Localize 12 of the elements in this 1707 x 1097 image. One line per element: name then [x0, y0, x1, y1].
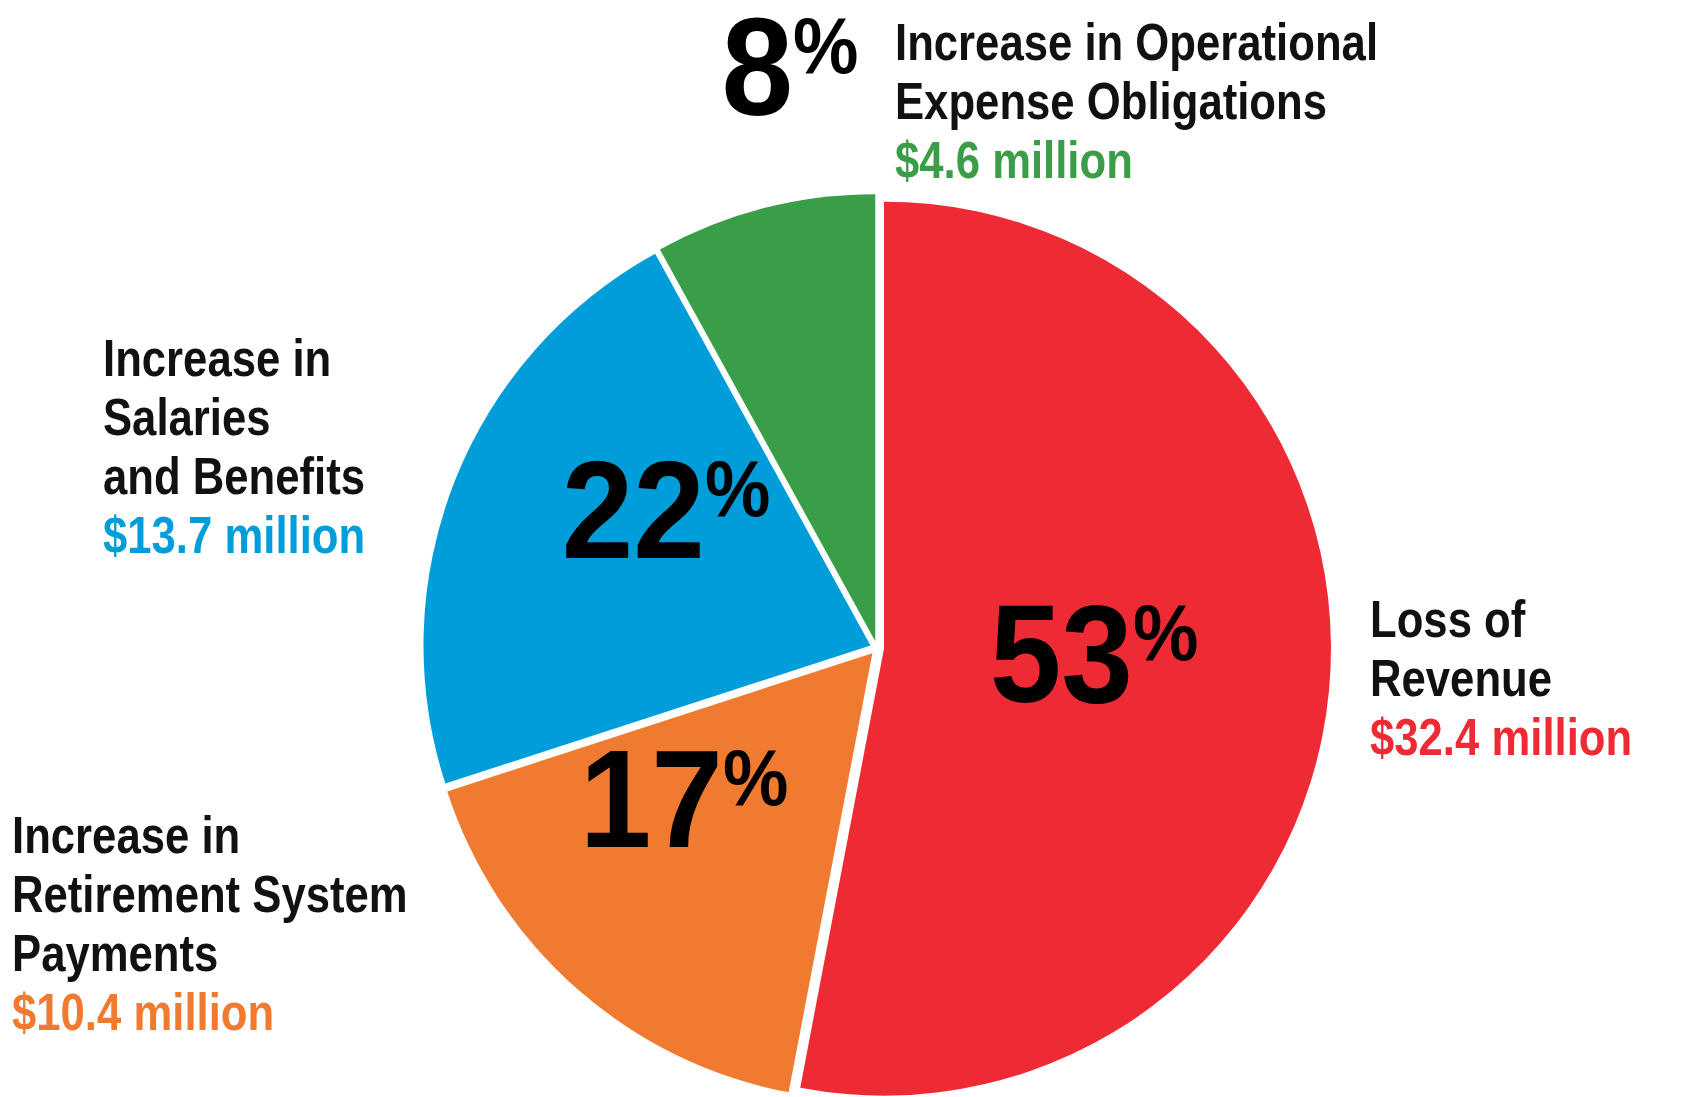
data-label: 17% — [579, 720, 789, 878]
data-label: 8% — [721, 0, 859, 146]
text: $4.6 million — [895, 131, 1133, 189]
slice-label: Increase in Operational Expense Obligations — [895, 13, 1379, 130]
data-label: 22% — [561, 431, 771, 589]
slice-label: Increase in Salaries and Benefits — [103, 329, 366, 505]
text: $32.4 million — [1370, 708, 1633, 766]
text: $10.4 million — [12, 983, 275, 1041]
text: $13.7 million — [103, 506, 366, 564]
slice-label: Increase in Retirement System Payments — [12, 806, 408, 982]
slice-label: Loss of Revenue — [1370, 590, 1553, 707]
data-label: 53% — [989, 575, 1199, 733]
